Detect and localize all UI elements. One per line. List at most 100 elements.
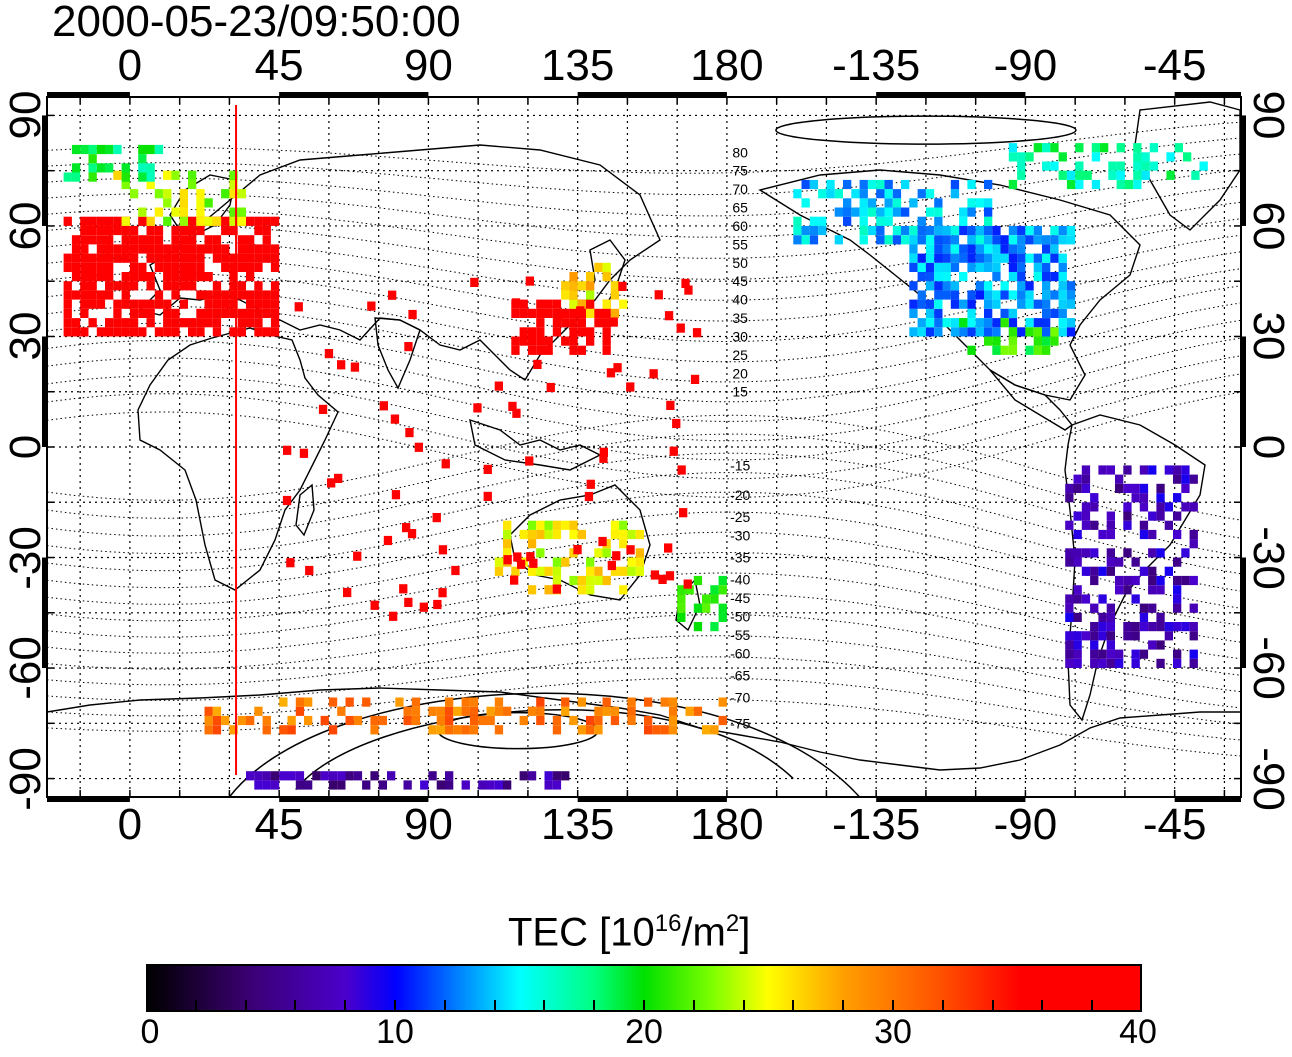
- tec-pixel: [204, 318, 213, 328]
- tec-pixel: [469, 706, 479, 716]
- tec-pixel: [1098, 465, 1107, 475]
- tec-pixel: [113, 308, 122, 318]
- right-axis-bar: [1240, 557, 1246, 669]
- tec-pixel: [179, 235, 188, 245]
- contour-line: [47, 572, 1241, 660]
- tec-pixel: [934, 207, 943, 217]
- colorbar-minor-tick: [493, 1000, 496, 1010]
- tec-pixel: [237, 715, 246, 726]
- tec-pixel: [1025, 235, 1034, 245]
- tec-pixel: [221, 225, 230, 236]
- tec-pixel: [859, 207, 868, 217]
- tec-pixel: [577, 327, 586, 337]
- tec-pixel: [536, 318, 545, 328]
- tec-pixel: [1173, 465, 1182, 475]
- tec-pixel: [221, 299, 230, 309]
- tec-pixel: [345, 771, 354, 781]
- tec-pixel: [312, 771, 321, 781]
- tec-pixel: [96, 163, 106, 173]
- tec-pixel: [494, 381, 503, 391]
- tec-pixel: [950, 225, 960, 236]
- tec-pixel: [984, 207, 993, 217]
- tec-pixel: [105, 244, 114, 254]
- colorbar-tick-label: 0: [140, 1013, 160, 1051]
- tec-pixel: [1123, 585, 1132, 595]
- tec-pixel: [1065, 658, 1074, 668]
- tec-pixel: [286, 558, 295, 568]
- tec-pixel: [1123, 548, 1132, 558]
- tec-pixel: [88, 163, 97, 173]
- tec-pixel: [527, 585, 537, 595]
- tec-pixel: [353, 771, 363, 781]
- tec-pixel: [96, 290, 106, 300]
- tec-pixel: [96, 244, 106, 254]
- tec-pixel: [527, 345, 537, 355]
- tec-pixel: [1148, 548, 1157, 558]
- coast-africa: [137, 327, 339, 591]
- tec-pixel: [262, 327, 271, 337]
- bottom-axis-bar: [577, 796, 727, 802]
- tec-pixel: [432, 513, 441, 523]
- tec-pixel: [967, 299, 976, 309]
- tec-pixel: [304, 715, 313, 726]
- tec-pixel: [129, 308, 139, 318]
- tec-pixel: [105, 144, 114, 155]
- tec-pixel: [1123, 511, 1132, 521]
- tec-pixel: [513, 552, 522, 562]
- tec-pixel: [602, 548, 611, 558]
- tec-pixel: [1058, 225, 1067, 236]
- tec-pixel: [1000, 308, 1009, 318]
- tec-pixel: [80, 235, 89, 245]
- tec-pixel: [525, 456, 534, 466]
- tec-pixel: [859, 179, 868, 190]
- tec-pixel: [1106, 465, 1115, 475]
- tec-pixel: [163, 308, 172, 318]
- tec-pixel: [71, 163, 81, 173]
- tec-pixel: [229, 299, 238, 309]
- tec-pixel: [212, 725, 222, 735]
- tec-pixel: [1098, 529, 1107, 540]
- tec-pixel: [536, 566, 545, 576]
- tec-pixel: [212, 299, 222, 309]
- tec-pixel: [1065, 483, 1074, 493]
- tec-pixel: [934, 318, 943, 328]
- tec-pixel: [262, 715, 271, 726]
- tec-pixel: [917, 262, 926, 272]
- left-axis-bar: [42, 336, 48, 447]
- tec-pixel: [1042, 253, 1051, 263]
- tec-pixel: [154, 244, 164, 254]
- tec-pixel: [909, 281, 918, 291]
- tec-pixel: [517, 559, 526, 569]
- tec-pixel: [586, 299, 595, 309]
- tec-pixel: [942, 225, 951, 236]
- tec-pixel: [1058, 152, 1067, 162]
- tec-pixel: [270, 216, 280, 226]
- tec-pixel: [809, 216, 819, 226]
- tec-pixel: [1181, 575, 1190, 586]
- tec-pixel: [113, 253, 122, 263]
- contour-labels: 80 75 70 65 60 55 50 45 40 35 30 25 20 15 -15 -20 -25 -30…: [730, 144, 750, 731]
- tec-pixel: [1181, 474, 1190, 484]
- tec-pixel: [503, 539, 512, 549]
- tec-pixel: [279, 697, 288, 707]
- tec-pixel: [511, 566, 520, 576]
- tec-pixel: [1106, 548, 1115, 558]
- tec-pixel: [925, 235, 935, 245]
- tec-pixel: [287, 771, 296, 781]
- bottom-axis-bar: [279, 796, 429, 802]
- tec-pixel: [925, 327, 935, 337]
- tec-pixel: [594, 318, 603, 328]
- tec-pixel: [63, 172, 72, 182]
- tec-pixel: [129, 225, 139, 236]
- tec-pixel: [163, 198, 172, 208]
- tec-pixel: [818, 216, 827, 226]
- tec-pixel: [428, 771, 437, 781]
- tec-pixel: [204, 715, 213, 726]
- tec-pixel: [984, 216, 993, 226]
- tec-pixel: [503, 529, 512, 540]
- tec-pixel: [809, 225, 819, 236]
- tec-pixel: [892, 198, 902, 208]
- tec-pixel: [1090, 520, 1099, 530]
- tec-pixel: [1141, 152, 1150, 162]
- tec-pixel: [602, 262, 611, 272]
